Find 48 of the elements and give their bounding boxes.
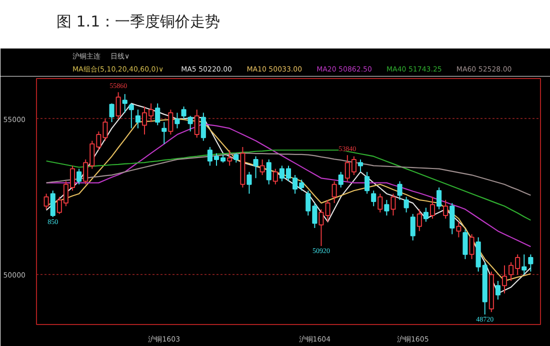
- candlestick: [44, 193, 49, 210]
- candlestick: [50, 190, 56, 218]
- candlestick: [188, 115, 193, 132]
- candlestick: [522, 254, 527, 276]
- candlestick: [456, 221, 462, 238]
- candlestick: [253, 156, 258, 179]
- candlestick: [266, 158, 272, 185]
- candlestick: [430, 196, 436, 220]
- chart-title: 图 1.1：一季度铜价走势: [56, 12, 220, 30]
- candlestick: [272, 168, 278, 185]
- candlestick: [469, 234, 474, 260]
- candlestick: [436, 186, 442, 210]
- candlestick: [168, 109, 174, 136]
- candlestick: [181, 106, 186, 120]
- candlestick: [371, 190, 376, 207]
- candlestick: [246, 171, 252, 194]
- candlestick: [495, 280, 500, 300]
- candlestick: [76, 168, 82, 185]
- candlestick: [450, 202, 455, 235]
- candlestick: [194, 109, 200, 138]
- candlestick: [332, 180, 337, 204]
- candlestick: [122, 94, 128, 114]
- candlestick: [364, 171, 370, 194]
- candlestick: [384, 199, 390, 216]
- candlestick: [378, 193, 383, 213]
- candlestick: [128, 102, 134, 129]
- candlestick: [109, 102, 114, 123]
- candlestick: [416, 208, 422, 232]
- candlestick: [135, 109, 140, 129]
- candlestick: [528, 254, 534, 272]
- candlestick: [116, 92, 121, 120]
- candlestick: [174, 112, 180, 129]
- candlestick: [443, 199, 448, 220]
- candlestick: [260, 158, 265, 176]
- candlestick: [200, 112, 206, 142]
- candlestick: [227, 150, 232, 166]
- candlestick: [358, 158, 364, 172]
- candlestick: [234, 152, 239, 164]
- candlestick: [410, 213, 416, 241]
- candlestick: [397, 180, 402, 200]
- candlestick: [390, 193, 396, 216]
- candlestick: [338, 171, 344, 188]
- candlestick: [502, 264, 508, 294]
- candlestick: [155, 102, 160, 126]
- candlestick: [162, 122, 167, 144]
- candlestick: [404, 196, 409, 213]
- candlestick: [423, 207, 428, 222]
- candlestick: [462, 229, 468, 260]
